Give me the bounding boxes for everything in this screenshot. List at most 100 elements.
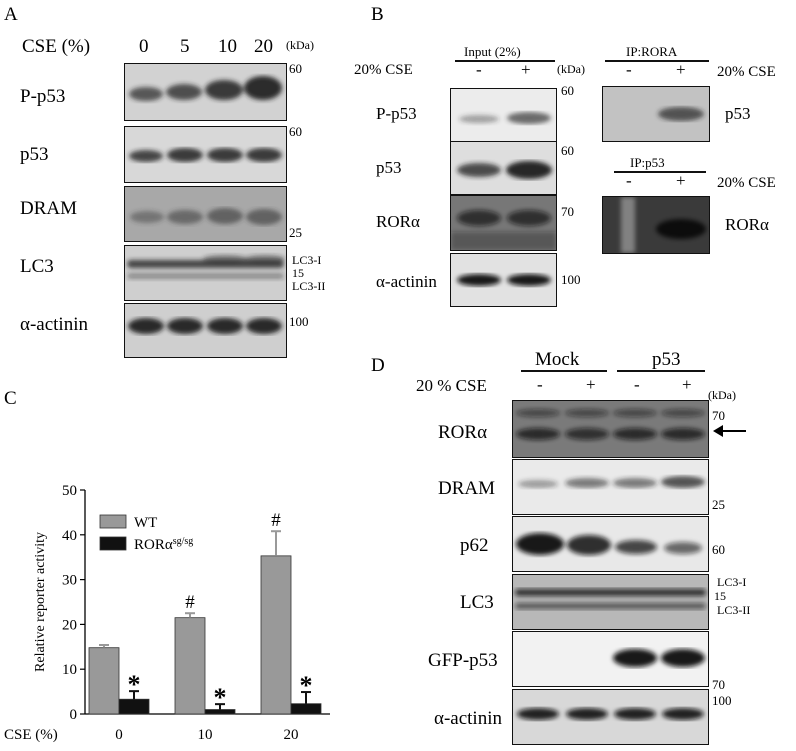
panel-b-ip-p53-sign-minus: -	[626, 171, 632, 190]
panel-a-mw-actinin: 100	[289, 314, 309, 329]
panel-a-mw-lc3-15: 15	[292, 266, 304, 280]
legend-label-sup: sg/sg	[173, 536, 194, 547]
panel-b-ip-rora-cse-label: 20% CSE	[717, 64, 776, 80]
panel-d-mw-gfp-p53: 70	[712, 677, 725, 692]
panel-a-mw-lc3-i: LC3-I	[292, 253, 322, 267]
panel-b-ip-p53-blot	[602, 196, 710, 254]
bar	[174, 617, 206, 715]
panel-d-mw-lc3-ii: LC3-II	[717, 603, 751, 617]
panel-a-dose-10: 10	[218, 36, 237, 57]
panel-d-kda: (kDa)	[708, 388, 736, 402]
arrow-icon	[713, 425, 746, 437]
panel-b-blot-label-rora: RORα	[376, 212, 420, 231]
panel-a-blot-label-p-p53: P-p53	[20, 86, 66, 107]
panel-b-ip-rora-title: IP:RORA	[626, 44, 678, 59]
x-tick-label: 10	[198, 727, 213, 743]
panel-d-blot-lc3	[512, 574, 709, 630]
panel-b-ip-rora-blot-label: p53	[725, 104, 751, 123]
bar	[290, 703, 322, 715]
panel-d-sign-4: +	[682, 375, 692, 394]
panel-d-p53-underline	[617, 370, 705, 372]
panel-d-cse-label: 20 % CSE	[416, 376, 487, 395]
panel-b-cse-label: 20% CSE	[354, 62, 413, 78]
panel-a-blot-p-p53	[124, 63, 287, 121]
panel-b-blot-label-p53: p53	[376, 158, 402, 177]
panel-d-mw-lc3-15: 15	[714, 589, 726, 603]
x-tick-label: 0	[115, 727, 123, 743]
panel-d-mock-underline	[521, 370, 607, 372]
panel-d-mw-dram: 25	[712, 497, 725, 512]
panel-d-letter: D	[371, 355, 385, 376]
y-tick-label: 0	[70, 707, 78, 723]
y-tick-label: 50	[62, 483, 77, 499]
panel-a-letter: A	[4, 4, 18, 25]
panel-d-mw-actinin: 100	[712, 693, 732, 708]
panel-a-cse-label: CSE (%)	[22, 36, 91, 57]
panel-d-blot-gfp-p53	[512, 631, 709, 687]
panel-b-ip-p53-sign-plus: +	[676, 171, 686, 190]
panel-a-dose-0: 0	[139, 36, 149, 57]
panel-d-blot-label-lc3: LC3	[460, 592, 494, 613]
panel-b-ip-rora-sign-minus: -	[626, 60, 632, 79]
y-tick-label: 40	[62, 528, 77, 544]
y-tick-label: 30	[62, 573, 77, 589]
panel-b-letter: B	[371, 4, 384, 25]
y-tick-label: 20	[62, 617, 77, 633]
legend-label: RORαsg/sg	[134, 536, 193, 554]
x-axis-label: CSE (%)	[4, 727, 58, 743]
significance-hash: #	[271, 510, 281, 531]
panel-a-kda: (kDa)	[286, 38, 314, 52]
panel-d-sign-1: -	[537, 375, 543, 394]
bar	[260, 555, 292, 715]
panel-a-blot-actinin	[124, 303, 287, 358]
legend-label: WT	[134, 515, 157, 531]
panel-c-letter: C	[4, 388, 17, 409]
panel-d-blot-label-dram: DRAM	[438, 478, 496, 499]
significance-star: *	[300, 671, 313, 700]
panel-b-input-title: Input (2%)	[464, 44, 521, 59]
panel-d-blot-dram	[512, 459, 709, 515]
panel-a-mw-dram: 25	[289, 225, 302, 240]
bar	[118, 698, 150, 715]
panel-d-mw-lc3-i: LC3-I	[717, 575, 747, 589]
panel-a-dose-20: 20	[254, 36, 273, 57]
panel-a-blot-label-p53: p53	[20, 144, 49, 165]
panel-d-group-p53: p53	[652, 349, 681, 370]
panel-d-mw-p62: 60	[712, 542, 725, 557]
y-axis-label: Relative reporter activity	[33, 532, 48, 672]
panel-b-blot-p-p53	[450, 88, 557, 142]
panel-b-ip-p53-blot-label: RORα	[725, 215, 769, 234]
panel-b-sign-minus: -	[476, 60, 482, 79]
panel-d-sign-2: +	[586, 375, 596, 394]
panel-a-mw-p-p53: 60	[289, 61, 302, 76]
panel-b-ip-rora-underline	[605, 60, 709, 62]
legend-swatch	[99, 536, 127, 551]
panel-b-kda: (kDa)	[557, 62, 585, 76]
panel-b-mw-p53: 60	[561, 143, 574, 158]
panel-b-ip-rora-sign-plus: +	[676, 60, 686, 79]
panel-a-blot-label-dram: DRAM	[20, 198, 78, 219]
panel-a-blot-p53	[124, 126, 287, 183]
panel-d-blot-label-gfp-p53: GFP-p53	[428, 650, 498, 671]
panel-b-sign-plus: +	[521, 60, 531, 79]
panel-b-mw-p-p53: 60	[561, 83, 574, 98]
panel-b-blot-label-p-p53: P-p53	[376, 104, 417, 123]
panel-b-input-underline	[455, 60, 555, 62]
panel-d-mw-rora: 70	[712, 408, 725, 423]
panel-b-ip-p53-underline	[614, 171, 706, 173]
panel-b-blot-actinin	[450, 253, 557, 307]
panel-b-ip-p53-title: IP:p53	[630, 155, 665, 170]
y-tick-label: 10	[62, 662, 77, 678]
panel-a-blot-dram	[124, 186, 287, 242]
panel-a-blot-label-lc3: LC3	[20, 256, 54, 277]
panel-b-blot-p53	[450, 141, 557, 195]
panel-d-blot-rora	[512, 400, 709, 458]
panel-a-dose-5: 5	[180, 36, 190, 57]
panel-b-ip-p53-cse-label: 20% CSE	[717, 175, 776, 191]
panel-a-mw-lc3-ii: LC3-II	[292, 279, 326, 293]
panel-b-blot-rora	[450, 195, 557, 251]
significance-star: *	[214, 683, 227, 712]
legend-swatch	[99, 514, 127, 529]
panel-a-mw-p53: 60	[289, 124, 302, 139]
panel-b-mw-actinin: 100	[561, 272, 581, 287]
